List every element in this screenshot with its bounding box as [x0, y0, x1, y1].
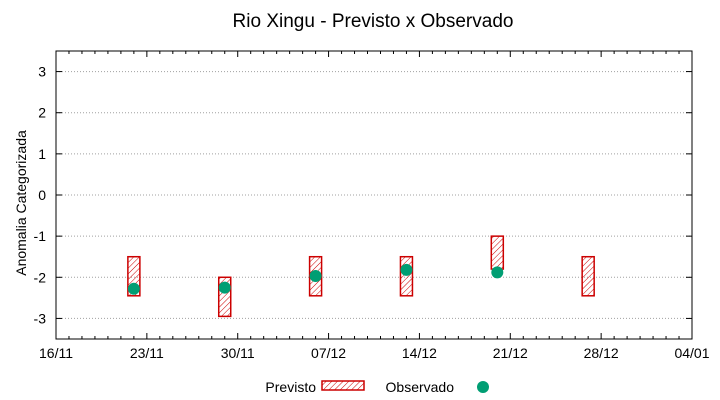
observado-point [400, 263, 413, 276]
observado-point [127, 282, 140, 295]
legend-label-previsto: Previsto [265, 379, 316, 395]
legend: Previsto Observado [265, 379, 489, 395]
x-axis-ticks: 16/11 23/11 30/11 07/12 14/12 21/12 28/12 04/01 [39, 51, 710, 361]
x-tick-label: 30/11 [221, 345, 255, 361]
x-tick-label: 28/12 [584, 345, 619, 361]
y-tick-label: -3 [34, 310, 47, 326]
legend-swatch-previsto [321, 380, 365, 391]
y-tick-label: -1 [34, 228, 47, 244]
x-tick-label: 21/12 [493, 345, 528, 361]
y-tick-label: 1 [38, 146, 46, 162]
grid-lines [56, 71, 692, 319]
y-axis-label: Anomalia Categorizada [13, 130, 29, 276]
y-tick-label: 2 [38, 105, 46, 121]
plot-frame [55, 50, 693, 340]
chart-title: Rio Xingu - Previsto x Observado [233, 11, 514, 32]
observado-point [218, 281, 231, 294]
legend-swatch-observado [477, 381, 489, 393]
x-tick-label: 23/11 [130, 345, 164, 361]
x-tick-label: 14/12 [402, 345, 437, 361]
x-tick-label: 04/01 [674, 345, 709, 361]
legend-label-observado: Observado [386, 379, 455, 395]
data-marks [127, 235, 595, 318]
observado-point [309, 270, 322, 283]
previsto-range-box [399, 255, 414, 297]
y-axis-ticks: 3 2 1 0 -1 -2 -3 [34, 64, 692, 326]
y-tick-label: 0 [38, 187, 46, 203]
x-tick-label: 16/11 [39, 345, 73, 361]
previsto-range-box [581, 255, 595, 297]
y-tick-label: -2 [34, 269, 47, 285]
x-tick-label: 07/12 [311, 345, 346, 361]
observado-point [491, 266, 504, 279]
y-tick-label: 3 [38, 64, 46, 80]
previsto-range-box [490, 235, 505, 270]
